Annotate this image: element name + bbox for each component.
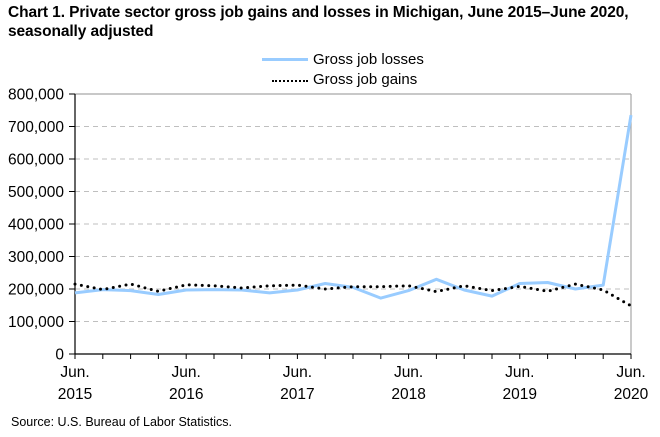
- y-tick-label: 400,000: [8, 217, 64, 234]
- x-tick-label-month: Jun.: [172, 364, 201, 381]
- legend-label-gains: Gross job gains: [313, 71, 418, 88]
- y-tick-label: 500,000: [8, 184, 64, 201]
- series-line-gross-job-gains: [73, 282, 633, 308]
- chart-title: Chart 1. Private sector gross job gains …: [8, 4, 629, 40]
- x-tick-label-month: Jun.: [60, 364, 89, 381]
- legend: Gross job losses Gross job gains: [262, 50, 424, 90]
- legend-item-losses: Gross job losses: [262, 50, 424, 70]
- x-tick-label-month: Jun.: [283, 364, 312, 381]
- y-tick-label: 200,000: [8, 282, 64, 299]
- series-lines: [73, 114, 633, 308]
- x-tick-label-year: 2019: [503, 386, 537, 403]
- y-tick-label: 800,000: [8, 87, 64, 104]
- legend-swatch-losses: [262, 55, 308, 65]
- y-tick-label: 0: [55, 347, 64, 364]
- y-tick-label: 100,000: [8, 314, 64, 331]
- y-tick-label: 700,000: [8, 119, 64, 136]
- legend-swatch-gains: [262, 75, 308, 85]
- legend-item-gains: Gross job gains: [262, 70, 424, 90]
- x-tick-label-year: 2016: [169, 386, 203, 403]
- x-tick-label-year: 2017: [280, 386, 314, 403]
- x-tick-label-year: 2015: [58, 386, 92, 403]
- x-tick-label-month: Jun.: [505, 364, 534, 381]
- source-note: Source: U.S. Bureau of Labor Statistics.: [11, 415, 232, 429]
- x-tick-label-year: 2018: [391, 386, 425, 403]
- x-tick-label-month: Jun.: [394, 364, 423, 381]
- series-line-gross-job-losses: [74, 114, 633, 300]
- y-tick-label: 600,000: [8, 152, 64, 169]
- legend-label-losses: Gross job losses: [313, 51, 424, 68]
- x-tick-label-year: 2020: [614, 386, 649, 403]
- x-tick-label-month: Jun.: [616, 364, 645, 381]
- x-axis-ticks: Jun. 2015 Jun. 2016 Jun. 2017 Jun. 2018 Jun. 2019…: [58, 354, 649, 403]
- y-tick-label: 300,000: [8, 249, 64, 266]
- y-axis-ticks: 0 100,000 200,000 300,000 400,000 500,000 600,…: [8, 87, 75, 364]
